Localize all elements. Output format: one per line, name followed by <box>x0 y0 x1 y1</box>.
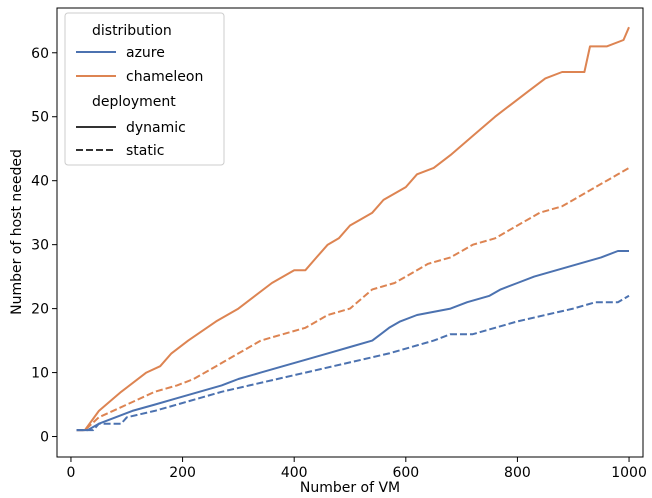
plot-lines <box>76 26 630 432</box>
x-tick-label: 400 <box>281 465 308 481</box>
x-tick-label: 1000 <box>611 465 647 481</box>
y-tick-label: 60 <box>31 46 49 62</box>
series-line-azure-dynamic <box>76 250 629 432</box>
legend-label-azure: azure <box>126 45 165 61</box>
series-line-chameleon-dynamic <box>76 26 630 432</box>
legend-title-deployment: deployment <box>92 94 176 110</box>
legend: distribution azure chameleon deployment … <box>64 12 225 166</box>
x-tick-label: 600 <box>392 465 419 481</box>
series-line-azure-static <box>76 294 630 432</box>
legend-label-dynamic: dynamic <box>126 120 186 136</box>
plot-frame <box>56 7 644 458</box>
y-tick-label: 40 <box>31 174 49 190</box>
y-tick-label: 10 <box>31 366 49 382</box>
y-tick-label: 20 <box>31 302 49 318</box>
series-line-chameleon-static <box>76 167 630 432</box>
x-tick-label: 0 <box>66 465 75 481</box>
y-tick-label: 50 <box>31 110 49 126</box>
legend-title-distribution: distribution <box>92 23 172 39</box>
legend-label-chameleon: chameleon <box>126 69 203 85</box>
x-axis: 0 200 400 600 800 1000 <box>66 457 647 481</box>
y-axis-label: Number of host needed <box>9 149 25 315</box>
legend-label-static: static <box>126 143 164 159</box>
y-tick-label: 30 <box>31 238 49 254</box>
x-tick-label: 800 <box>504 465 531 481</box>
x-axis-label: Number of VM <box>300 480 400 496</box>
y-axis: 0 10 20 30 40 50 60 <box>31 46 57 446</box>
y-tick-label: 0 <box>40 430 49 446</box>
x-tick-label: 200 <box>169 465 196 481</box>
